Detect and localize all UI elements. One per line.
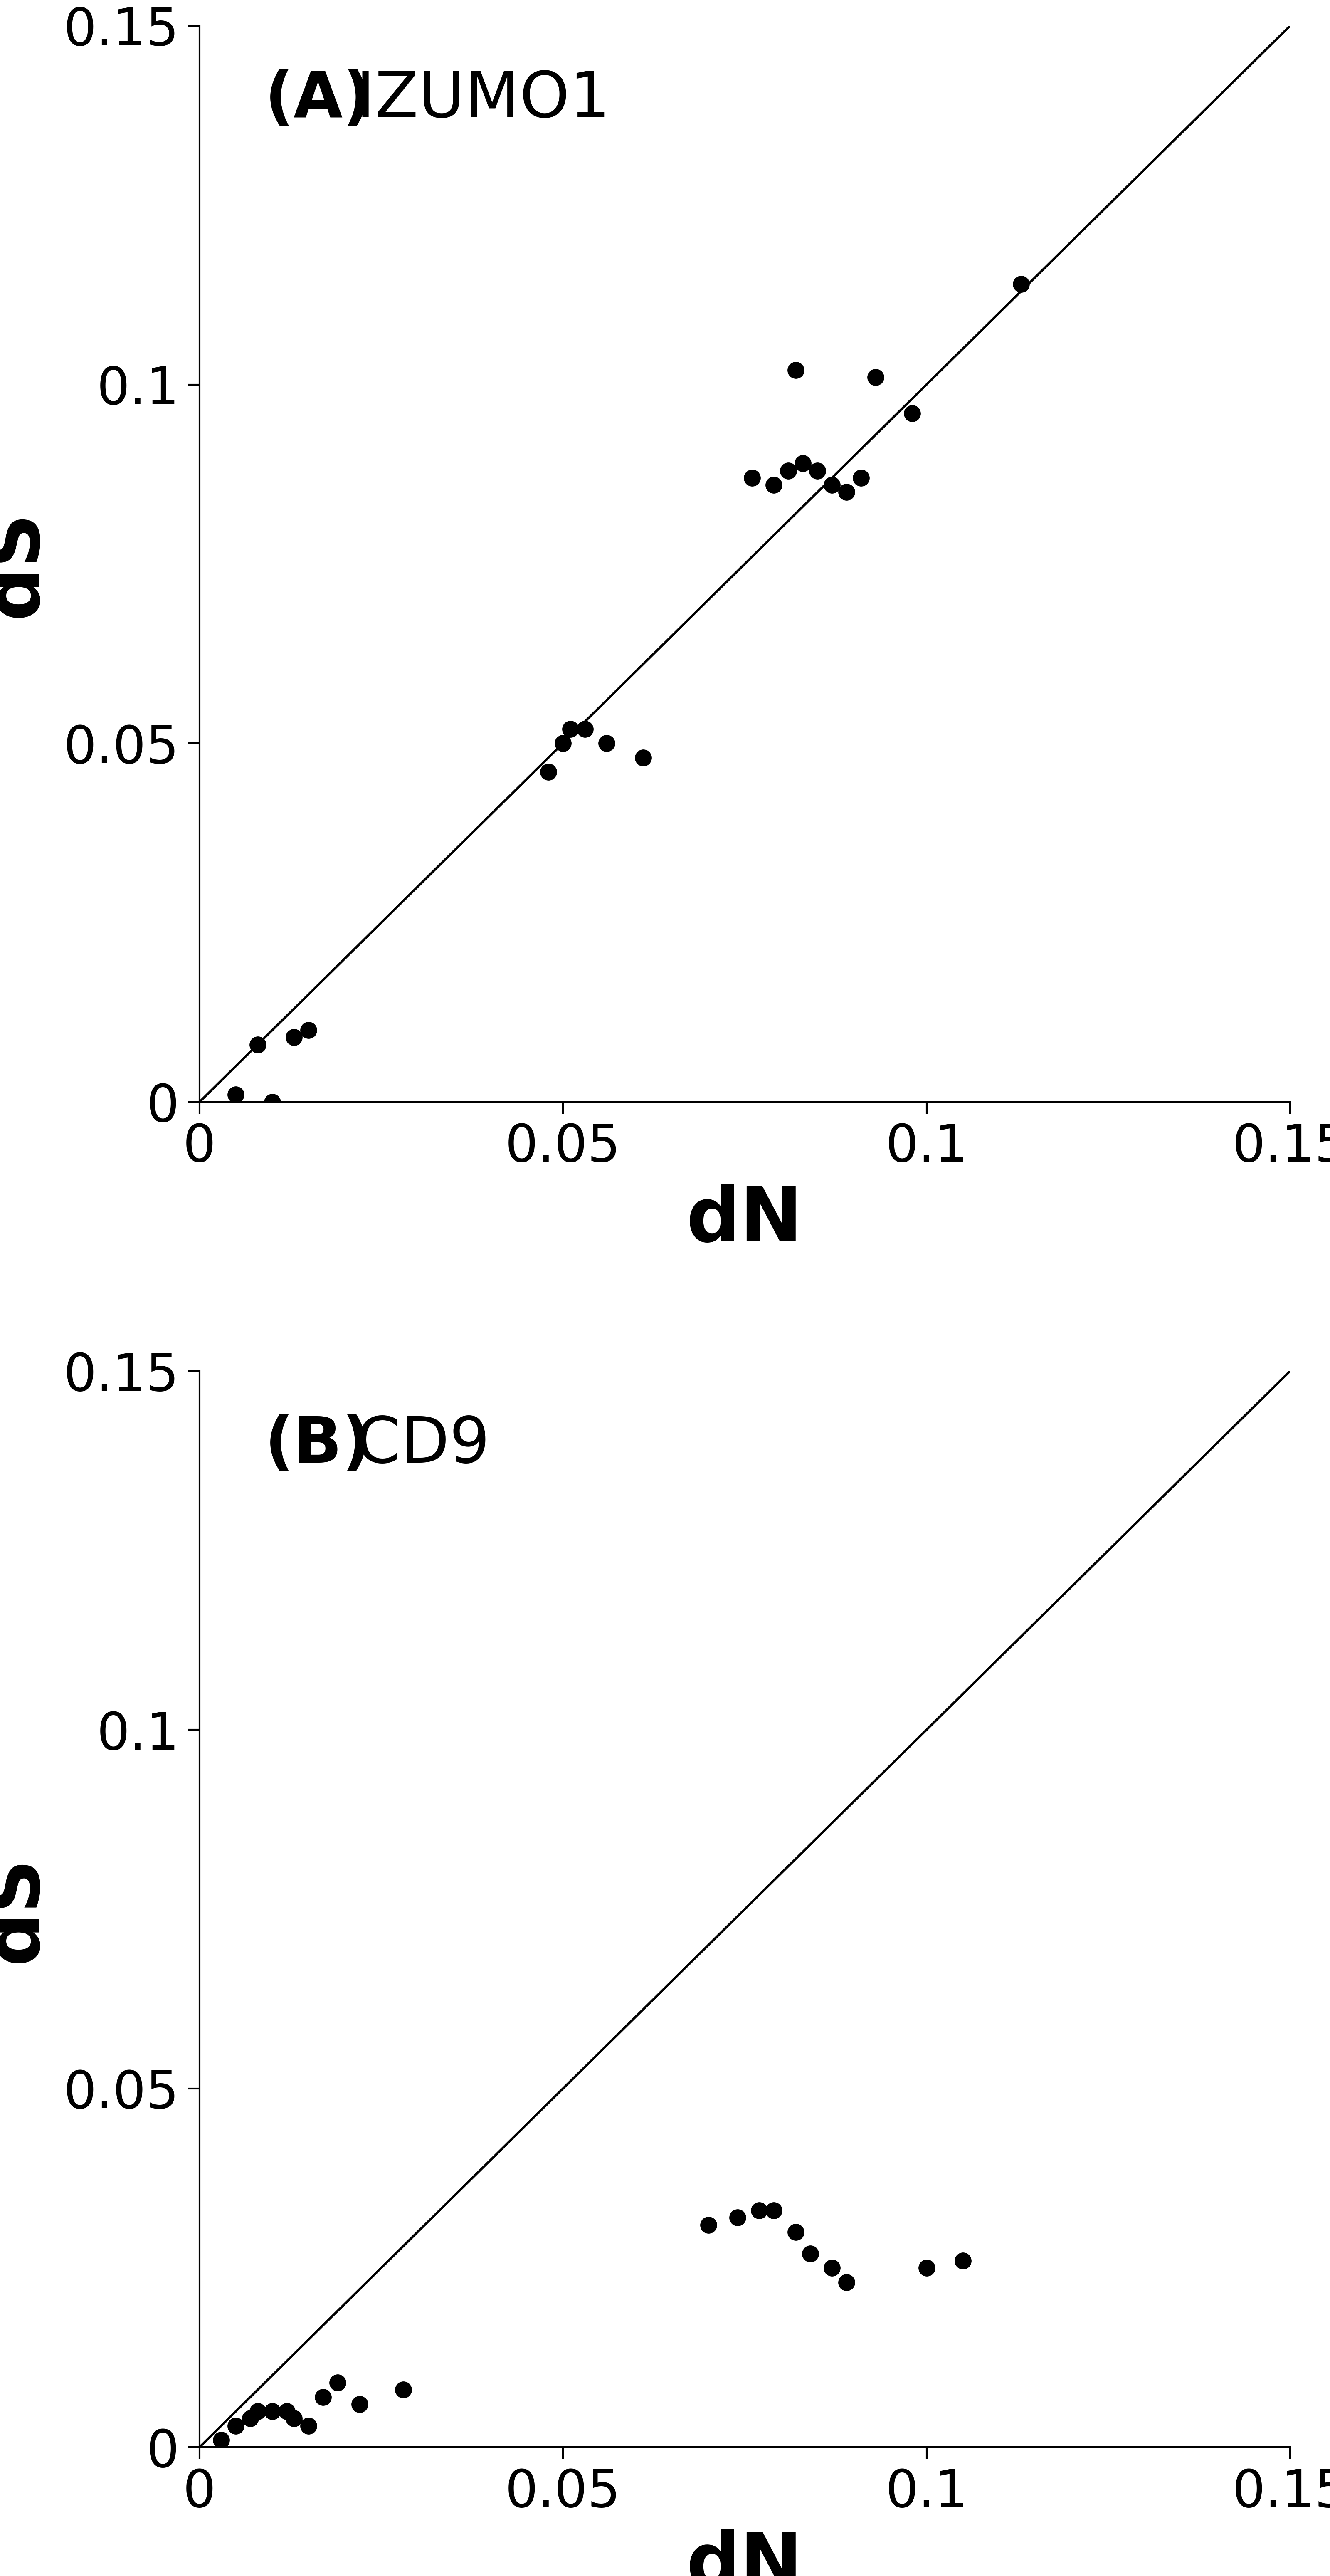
- Text: CD9: CD9: [335, 1414, 489, 1476]
- Point: [392, 2370, 414, 2411]
- Point: [952, 2241, 974, 2282]
- Point: [283, 1018, 305, 1059]
- Point: [632, 737, 653, 778]
- Point: [902, 392, 923, 433]
- Point: [552, 724, 573, 765]
- Point: [210, 2419, 231, 2460]
- Point: [298, 2406, 319, 2447]
- Point: [313, 2378, 334, 2419]
- Point: [698, 2205, 720, 2246]
- Point: [247, 1023, 269, 1064]
- Point: [850, 456, 871, 497]
- Point: [799, 2233, 821, 2275]
- Point: [348, 2383, 370, 2424]
- Point: [837, 471, 858, 513]
- Point: [778, 451, 799, 492]
- Point: [225, 2406, 246, 2447]
- Point: [225, 1074, 246, 1115]
- Point: [575, 708, 596, 750]
- Text: (A): (A): [265, 70, 372, 131]
- Point: [822, 464, 843, 505]
- Point: [807, 451, 829, 492]
- Point: [596, 724, 617, 765]
- Point: [749, 2190, 770, 2231]
- Point: [537, 752, 559, 793]
- Point: [837, 2262, 858, 2303]
- Point: [327, 2362, 348, 2403]
- Point: [298, 1010, 319, 1051]
- Point: [1011, 263, 1032, 304]
- Point: [283, 2398, 305, 2439]
- Point: [916, 2246, 938, 2287]
- Point: [741, 456, 762, 497]
- Point: [793, 443, 814, 484]
- Point: [277, 2391, 298, 2432]
- X-axis label: dN: dN: [686, 2530, 803, 2576]
- Point: [247, 2391, 269, 2432]
- Y-axis label: dS: dS: [0, 510, 52, 618]
- Point: [763, 464, 785, 505]
- Point: [785, 350, 806, 392]
- Point: [560, 708, 581, 750]
- Point: [262, 1082, 283, 1123]
- Point: [262, 2391, 283, 2432]
- Text: (B): (B): [265, 1414, 371, 1476]
- Point: [785, 2210, 806, 2251]
- Text: IZUMO1: IZUMO1: [335, 70, 610, 131]
- Point: [728, 2197, 749, 2239]
- Point: [763, 2190, 785, 2231]
- Y-axis label: dS: dS: [0, 1855, 52, 1963]
- Point: [239, 2398, 261, 2439]
- Point: [864, 355, 886, 397]
- X-axis label: dN: dN: [686, 1185, 803, 1257]
- Point: [822, 2246, 843, 2287]
